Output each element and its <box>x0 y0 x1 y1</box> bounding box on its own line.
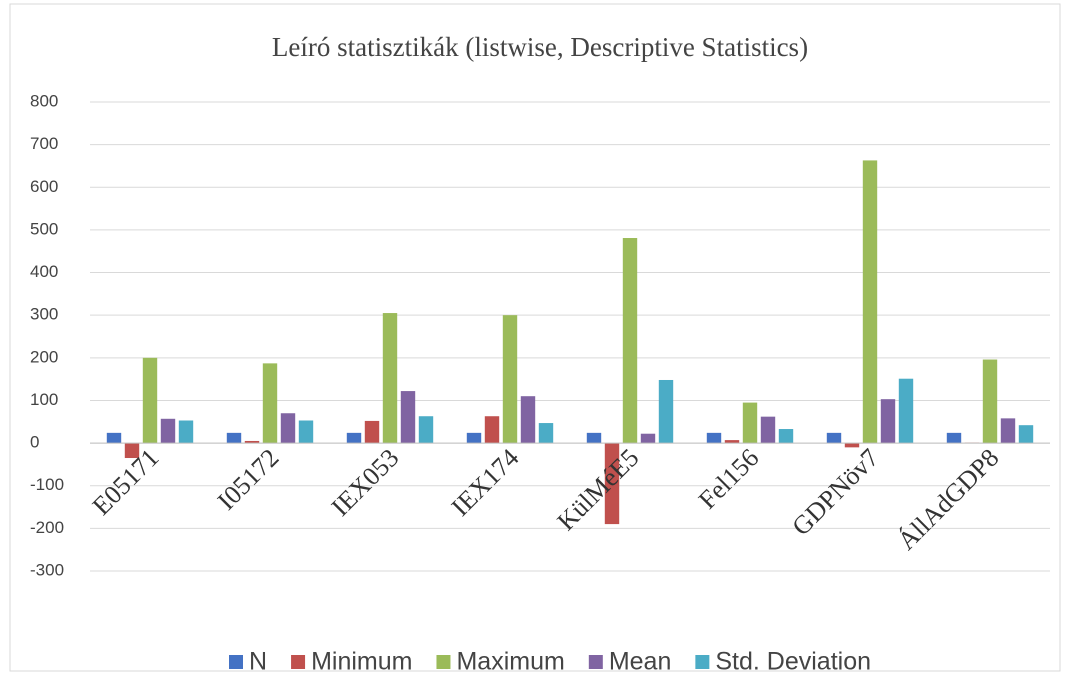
legend-swatch <box>436 655 451 669</box>
y-tick-label: 200 <box>30 347 58 366</box>
bar <box>844 443 860 448</box>
y-tick-label: 800 <box>30 91 58 110</box>
bar <box>226 432 242 444</box>
bar <box>400 391 416 444</box>
bar <box>1000 418 1016 444</box>
y-tick-label: -200 <box>30 518 64 537</box>
bar <box>640 433 656 444</box>
y-tick-label: 100 <box>30 390 58 409</box>
bar <box>298 420 314 444</box>
bar <box>982 359 998 444</box>
bar <box>382 313 398 444</box>
legend-label: N <box>249 648 267 675</box>
bar <box>178 420 194 444</box>
bar <box>484 416 500 444</box>
bar <box>862 160 878 444</box>
bar <box>658 379 674 444</box>
bar <box>604 443 620 525</box>
bar <box>742 402 758 444</box>
bar <box>826 432 842 444</box>
y-tick-label: -300 <box>30 560 64 579</box>
chart-border <box>9 3 1061 672</box>
legend-label: Std. Deviation <box>715 648 871 675</box>
bar <box>946 432 962 444</box>
bar <box>502 315 518 444</box>
bar <box>262 363 278 444</box>
y-tick-label: 300 <box>30 305 58 324</box>
legend-swatch <box>695 655 710 669</box>
bar <box>586 432 602 444</box>
bar <box>724 440 740 444</box>
bar <box>1018 425 1034 444</box>
bar <box>760 416 776 444</box>
bar <box>124 443 140 459</box>
legend-label: Minimum <box>311 648 412 675</box>
bar <box>280 413 296 444</box>
bar <box>160 418 176 444</box>
chart-title: Leíró statisztikák (listwise, Descriptiv… <box>272 32 808 62</box>
y-tick-label: -100 <box>30 475 64 494</box>
legend-label: Mean <box>609 648 672 675</box>
y-tick-label: 700 <box>30 134 58 153</box>
bar <box>898 378 914 444</box>
bar <box>142 357 158 444</box>
bar <box>778 429 794 444</box>
y-tick-label: 500 <box>30 219 58 238</box>
bar <box>538 423 554 444</box>
bar <box>880 399 896 444</box>
bar <box>520 396 536 444</box>
bar <box>244 440 260 444</box>
legend-swatch <box>588 655 603 669</box>
legend-label: Maximum <box>456 648 564 675</box>
y-tick-label: 0 <box>30 433 39 452</box>
bar <box>706 432 722 444</box>
bar <box>346 432 362 444</box>
legend-swatch <box>291 655 306 669</box>
bar <box>364 420 380 444</box>
bar <box>466 432 482 444</box>
y-tick-label: 400 <box>30 262 58 281</box>
legend-swatch <box>229 655 243 669</box>
y-tick-label: 600 <box>30 177 58 196</box>
bar <box>418 416 434 444</box>
bar <box>622 238 638 444</box>
bar <box>106 432 122 444</box>
